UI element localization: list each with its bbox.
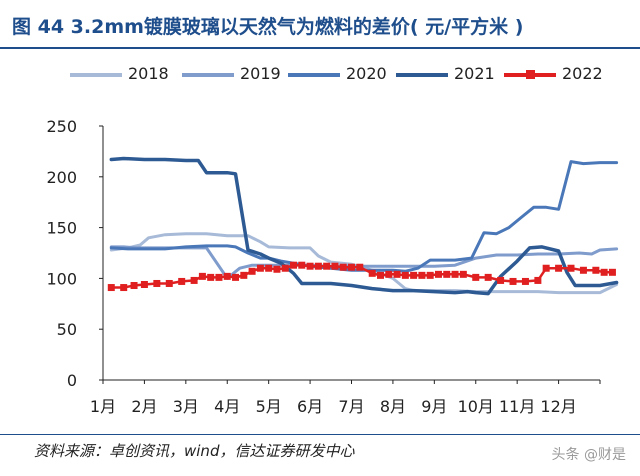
legend-item-2019: 2019: [182, 62, 292, 86]
x-tick-label: 10月: [458, 397, 494, 416]
legend-swatch-2021: [396, 73, 448, 77]
series-point-2022: [323, 262, 331, 270]
y-tick-label: 100: [46, 269, 77, 288]
legend-item-2022: 2022: [504, 62, 614, 86]
title-underline: [0, 47, 640, 49]
title-bar: 图 44 3.2mm镀膜玻璃以天然气为燃料的差价( 元/平方米 ): [0, 0, 640, 49]
series-point-2022: [140, 280, 148, 288]
legend-label-2019: 2019: [240, 64, 281, 83]
legend-label-2018: 2018: [128, 64, 169, 83]
series-point-2022: [153, 279, 161, 287]
series-point-2022: [443, 270, 451, 278]
line-chart: 0 50 100 150 200 250 1月 2月 3月 4月 5月 6月 7月 8月 9月 10月 11月 1…: [46, 117, 619, 416]
x-tick-label: 9月: [421, 397, 447, 416]
series-point-2022: [339, 263, 347, 271]
series-point-2022: [215, 273, 223, 281]
y-tick-label: 0: [67, 371, 77, 390]
series-point-2022: [207, 273, 215, 281]
series-point-2022: [426, 271, 434, 279]
series-point-2022: [356, 263, 364, 271]
series-point-2022: [393, 270, 401, 278]
series-point-2022: [290, 261, 298, 269]
y-tick-label: 250: [46, 117, 77, 136]
series-point-2022: [385, 270, 393, 278]
series-point-2022: [198, 272, 206, 280]
x-tick-label: 3月: [173, 397, 199, 416]
y-tick-label: 200: [46, 168, 77, 187]
series-point-2022: [240, 271, 248, 279]
series-point-2022: [509, 277, 517, 285]
series-line-2020: [109, 160, 619, 273]
series-point-2022: [190, 276, 198, 284]
legend-label-2021: 2021: [454, 64, 495, 83]
series-point-2022: [107, 284, 115, 292]
series-point-2022: [567, 264, 575, 272]
series-point-2022: [534, 276, 542, 284]
series-point-2022: [497, 276, 505, 284]
x-tick-label: 4月: [214, 397, 240, 416]
source-divider: [0, 434, 640, 435]
source-note: 资料来源：卓创资讯，wind，信达证券研发中心: [34, 442, 355, 460]
series-point-2022: [306, 262, 314, 270]
series-point-2022: [348, 263, 355, 271]
legend-swatch-2020: [288, 73, 340, 77]
series-point-2022: [542, 264, 550, 272]
series-point-2022: [472, 273, 480, 281]
series-point-2022: [265, 264, 273, 272]
series-point-2022: [368, 269, 376, 277]
legend-marker-2022: [526, 70, 535, 79]
series-point-2022: [178, 277, 186, 285]
series-point-2022: [600, 268, 608, 276]
legend-item-2018: 2018: [70, 62, 180, 86]
x-tick-label: 6月: [297, 397, 323, 416]
legend-swatch-2019: [182, 73, 234, 77]
x-tick-label: 8月: [380, 397, 406, 416]
legend-item-2021: 2021: [396, 62, 506, 86]
series-point-2022: [418, 271, 426, 279]
series-point-2022: [120, 284, 128, 292]
x-tick-label: 1月: [90, 397, 116, 416]
series-point-2022: [608, 268, 616, 276]
series-line-2019: [109, 245, 619, 280]
series-line-2018: [109, 232, 619, 295]
series-point-2022: [555, 264, 563, 272]
x-tick-label: 11月: [499, 397, 535, 416]
series-point-2022: [521, 277, 529, 285]
series-point-2022: [410, 271, 418, 279]
series-point-2022: [298, 261, 306, 269]
series-point-2022: [401, 271, 409, 279]
chart-title: 图 44 3.2mm镀膜玻璃以天然气为燃料的差价( 元/平方米 ): [12, 16, 524, 38]
y-tick-label: 150: [46, 219, 77, 238]
series-point-2022: [579, 266, 587, 274]
series-point-2022: [459, 270, 467, 278]
legend: 2018 2019 2020 2021 2022: [70, 62, 630, 86]
x-tick-label: 12月: [540, 397, 576, 416]
series-point-2022: [451, 270, 459, 278]
legend-label-2020: 2020: [346, 64, 387, 83]
series-point-2022: [248, 267, 256, 275]
series-line-2021: [109, 156, 619, 296]
series-point-2022: [484, 273, 492, 281]
series-point-2022: [256, 264, 264, 272]
legend-item-2020: 2020: [288, 62, 398, 86]
series-point-2022: [130, 282, 138, 290]
series-point-2022: [232, 273, 240, 281]
series-point-2022: [331, 262, 339, 270]
watermark: 头条 @财是: [551, 447, 626, 463]
x-tick-label: 5月: [256, 397, 282, 416]
legend-swatch-2018: [70, 73, 122, 77]
x-tick-label: 2月: [131, 397, 157, 416]
series-point-2022: [434, 270, 442, 278]
series-point-2022: [592, 266, 600, 274]
x-tick-label: 7月: [338, 397, 364, 416]
series-point-2022: [165, 279, 173, 287]
series-point-2022: [281, 264, 289, 272]
series-point-2022: [273, 265, 281, 273]
y-tick-label: 50: [57, 320, 77, 339]
legend-label-2022: 2022: [562, 64, 603, 83]
series-point-2022: [376, 271, 384, 279]
series-point-2022: [314, 262, 322, 270]
series-point-2022: [223, 272, 231, 280]
